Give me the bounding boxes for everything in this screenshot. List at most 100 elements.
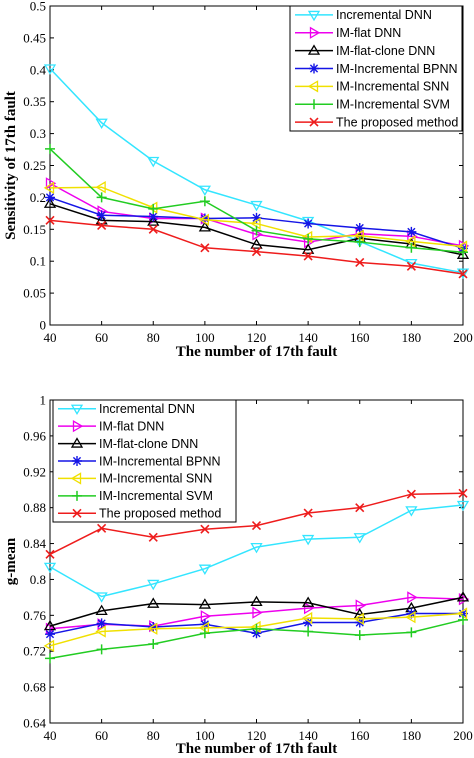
legend-label: The proposed method bbox=[336, 115, 458, 129]
y-tick-label: 0.84 bbox=[23, 536, 46, 551]
series-4 bbox=[45, 192, 468, 254]
data-point bbox=[97, 523, 107, 533]
data-point bbox=[148, 211, 159, 222]
data-point bbox=[45, 143, 55, 154]
x-tick-label: 40 bbox=[44, 728, 57, 743]
legend-swatch-marker bbox=[307, 80, 319, 93]
legend-swatch-marker bbox=[70, 404, 84, 415]
legend-swatch-marker bbox=[72, 508, 82, 518]
data-point bbox=[406, 261, 416, 271]
data-point bbox=[355, 503, 365, 513]
legend-label: The proposed method bbox=[99, 507, 221, 521]
data-point bbox=[147, 215, 160, 226]
x-tick-label: 60 bbox=[95, 728, 108, 743]
data-point bbox=[250, 595, 263, 607]
x-tick-label: 200 bbox=[453, 330, 473, 345]
series-6 bbox=[45, 143, 468, 258]
y-tick-label: 0.72 bbox=[23, 644, 46, 659]
x-tick-label: 80 bbox=[147, 330, 160, 345]
legend-item: IM-flat DNN bbox=[58, 419, 164, 433]
data-point bbox=[407, 230, 418, 243]
data-point bbox=[147, 597, 160, 608]
data-point bbox=[354, 237, 365, 248]
x-tick-label: 140 bbox=[298, 330, 318, 345]
data-point bbox=[303, 218, 314, 229]
data-point bbox=[199, 196, 210, 207]
data-point bbox=[301, 243, 315, 254]
legend-swatch-marker bbox=[72, 420, 84, 433]
data-point bbox=[97, 220, 107, 231]
data-point bbox=[354, 630, 365, 641]
data-point bbox=[303, 251, 313, 261]
legend-label: IM-flat-clone DNN bbox=[99, 437, 198, 451]
data-point bbox=[406, 242, 417, 253]
data-point bbox=[250, 238, 263, 249]
y-tick-label: 1 bbox=[40, 393, 47, 408]
y-tick-label: 0.96 bbox=[23, 428, 46, 443]
y-tick-label: 0.92 bbox=[23, 464, 46, 479]
data-point bbox=[251, 521, 262, 531]
legend-item: IM-Incremental SNN bbox=[295, 80, 449, 94]
data-point bbox=[96, 210, 107, 221]
data-point bbox=[148, 224, 158, 234]
legend-label: IM-Incremental BPNN bbox=[99, 454, 221, 468]
legend-label: IM-flat DNN bbox=[336, 26, 401, 40]
legend-item: Incremental DNN bbox=[295, 8, 432, 22]
y-tick-label: 0.1 bbox=[30, 254, 46, 269]
data-point bbox=[251, 247, 262, 257]
legend-item: IM-Incremental BPNN bbox=[295, 62, 458, 76]
data-point bbox=[148, 532, 158, 542]
data-point bbox=[303, 233, 314, 244]
data-point bbox=[95, 592, 108, 603]
data-point bbox=[45, 629, 55, 640]
legend-label: IM-flat DNN bbox=[99, 419, 164, 433]
legend-item: IM-Incremental SVM bbox=[58, 489, 213, 503]
x-tick-label: 200 bbox=[453, 728, 473, 743]
data-point bbox=[301, 534, 315, 546]
y-tick-label: 0.76 bbox=[23, 608, 46, 623]
legend-item: IM-flat-clone DNN bbox=[58, 437, 198, 451]
data-point bbox=[200, 524, 210, 534]
data-point bbox=[251, 623, 262, 634]
x-tick-label: 120 bbox=[247, 330, 267, 345]
legend-label: Incremental DNN bbox=[99, 402, 195, 416]
x-tick-label: 100 bbox=[195, 728, 215, 743]
x-tick-label: 120 bbox=[247, 728, 267, 743]
data-point bbox=[303, 617, 314, 628]
legend-label: IM-Incremental SNN bbox=[99, 472, 212, 486]
data-point bbox=[458, 488, 468, 498]
data-point bbox=[199, 213, 210, 224]
data-point bbox=[43, 64, 57, 75]
y-tick-label: 0.4 bbox=[30, 62, 47, 77]
x-tick-label: 60 bbox=[95, 330, 108, 345]
legend-swatch-marker bbox=[307, 10, 321, 22]
data-point bbox=[458, 247, 468, 258]
data-point bbox=[198, 185, 212, 197]
data-point bbox=[95, 214, 108, 225]
x-tick-label: 80 bbox=[147, 728, 160, 743]
legend-label: IM-Incremental SNN bbox=[336, 80, 449, 94]
legend-item: IM-flat-clone DNN bbox=[295, 44, 435, 58]
x-tick-label: 180 bbox=[402, 728, 422, 743]
legend-swatch-marker bbox=[309, 26, 321, 39]
y-tick-label: 0.5 bbox=[30, 0, 46, 14]
legend-swatch-marker bbox=[309, 99, 319, 110]
data-point bbox=[456, 500, 470, 512]
series-7 bbox=[45, 215, 468, 279]
legend-label: IM-flat-clone DNN bbox=[336, 44, 435, 58]
data-point bbox=[96, 644, 107, 655]
legend-label: IM-Incremental SVM bbox=[99, 489, 213, 503]
legend-swatch-marker bbox=[72, 490, 82, 501]
data-point bbox=[43, 639, 55, 652]
y-tick-label: 0.15 bbox=[23, 222, 46, 237]
series-line bbox=[49, 504, 464, 598]
y-tick-label: 0.35 bbox=[23, 94, 46, 109]
data-point bbox=[353, 533, 366, 544]
data-point bbox=[148, 621, 159, 632]
data-point bbox=[406, 627, 417, 638]
data-point bbox=[148, 639, 159, 650]
y-axis-label: g-mean bbox=[3, 537, 19, 585]
x-tick-label: 40 bbox=[44, 330, 57, 345]
legend-swatch-marker bbox=[309, 117, 319, 127]
